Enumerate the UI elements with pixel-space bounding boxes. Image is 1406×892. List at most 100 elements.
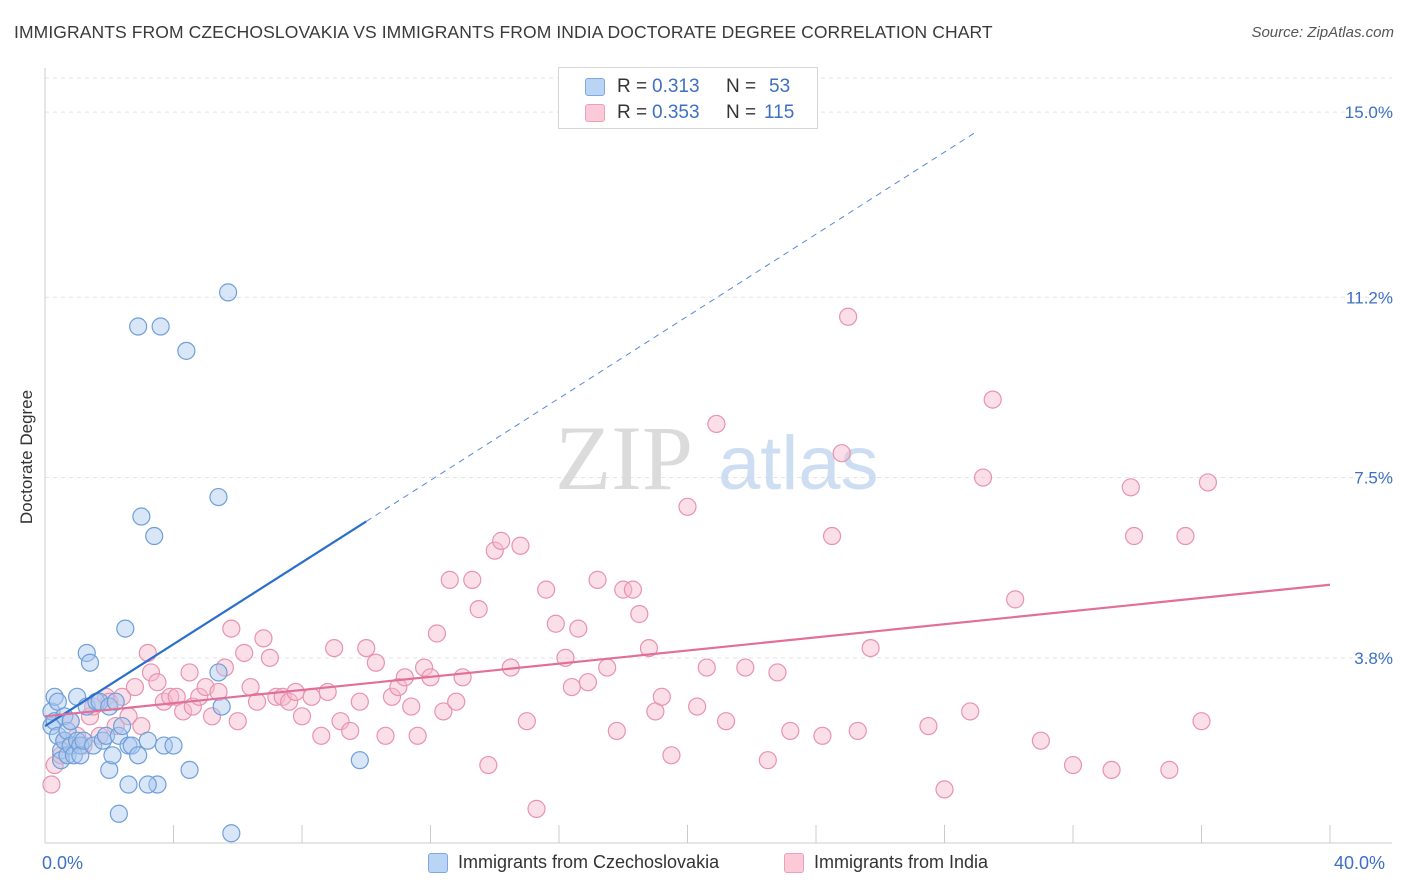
- bottom-legend-item-india: Immigrants from India: [784, 851, 1044, 877]
- x-tick-label-min: 0.0%: [42, 853, 84, 873]
- watermark-atlas: atlas: [718, 421, 879, 506]
- india-point: [366, 653, 385, 672]
- india-point: [209, 682, 228, 702]
- india-point: [350, 692, 369, 711]
- india-point: [382, 687, 402, 706]
- india-point: [562, 677, 581, 697]
- india-point: [813, 726, 832, 745]
- india-point: [781, 721, 800, 741]
- india-point: [312, 726, 331, 745]
- india-point: [578, 673, 598, 692]
- india-point: [517, 712, 536, 731]
- india-point: [427, 624, 447, 643]
- india-point: [861, 638, 880, 658]
- czech-point: [148, 775, 167, 794]
- correlation-legend: R = 0.313 N = 53 R = 0.353 N = 115: [558, 67, 818, 129]
- india-point: [983, 390, 1002, 409]
- india-point: [688, 697, 707, 716]
- czech-point: [80, 653, 100, 672]
- india-point: [280, 692, 299, 711]
- czech-point: [209, 663, 228, 682]
- bottom-legend-item-czech: Immigrants from Czechoslovakia: [428, 851, 768, 877]
- india-point: [228, 712, 247, 731]
- india-point: [1102, 760, 1121, 780]
- india-point: [1006, 590, 1025, 609]
- legend-r-key: R =: [617, 76, 648, 97]
- chart-source: Source: ZipAtlas.com: [1251, 24, 1394, 41]
- india-point: [389, 677, 408, 697]
- india-point: [325, 638, 344, 658]
- india-point: [1192, 712, 1211, 731]
- india-point: [402, 697, 421, 716]
- czech-point: [154, 736, 173, 755]
- india-point: [848, 721, 867, 741]
- legend-n-key: N =: [726, 76, 757, 97]
- india-point: [1031, 731, 1050, 750]
- india-point: [662, 746, 681, 765]
- czech-point: [58, 746, 77, 765]
- india-point: [434, 702, 453, 721]
- india-point: [511, 536, 530, 555]
- india-point: [222, 619, 241, 638]
- czech-point: [350, 751, 369, 770]
- czech-point: [71, 746, 90, 765]
- czech-point: [180, 760, 199, 780]
- india-point: [148, 673, 167, 692]
- legend-swatch-czech: [585, 78, 605, 96]
- legend-n-value: 115: [764, 102, 795, 123]
- axes: [44, 68, 1392, 844]
- czech-points: [42, 283, 369, 843]
- india-point: [546, 614, 565, 633]
- india-point: [630, 604, 649, 624]
- legend-row-india: R = 0.353 N = 115: [559, 100, 819, 128]
- czech-point: [129, 746, 148, 765]
- india-point: [1176, 526, 1195, 546]
- india-point: [106, 716, 125, 736]
- y-tick-labels: 3.8% 7.5% 11.2% 15.0%: [1345, 103, 1393, 668]
- india-point: [832, 444, 851, 463]
- india-point: [1160, 760, 1179, 780]
- india-point: [51, 746, 71, 765]
- india-point: [973, 468, 993, 487]
- india-point: [42, 775, 61, 794]
- india-point: [302, 687, 321, 706]
- legend-n-value: 53: [769, 76, 791, 97]
- india-point: [440, 570, 459, 589]
- czech-point: [138, 775, 157, 794]
- india-point: [395, 668, 414, 687]
- india-point: [607, 721, 626, 741]
- india-point: [235, 643, 254, 663]
- india-point: [768, 663, 787, 682]
- india-point: [447, 692, 466, 711]
- india-point: [292, 707, 312, 726]
- india-point: [485, 541, 504, 560]
- czech-point: [164, 736, 183, 755]
- czech-point: [209, 487, 228, 507]
- czech-point: [112, 716, 132, 736]
- india-point: [623, 580, 642, 599]
- bottom-legend-swatch-czech: [428, 853, 448, 873]
- czech-point: [145, 526, 164, 546]
- india-point: [357, 638, 376, 658]
- india-point: [141, 663, 161, 682]
- bottom-legend-swatch-india: [784, 853, 804, 873]
- india-point: [707, 414, 726, 434]
- czech-point: [109, 804, 128, 823]
- watermark: ZIP atlas: [555, 407, 879, 509]
- india-point: [202, 707, 222, 726]
- india-point: [138, 643, 157, 663]
- trend-lines: [44, 131, 1331, 727]
- czech-point: [71, 736, 90, 755]
- india-point: [414, 658, 434, 677]
- czech-point: [64, 746, 84, 765]
- x-tick-label-max: 40.0%: [1334, 853, 1386, 873]
- india-point: [247, 692, 267, 711]
- india-point: [569, 619, 588, 638]
- india-point: [678, 497, 697, 516]
- india-point: [469, 600, 488, 619]
- india-point: [463, 570, 482, 589]
- india-point: [341, 721, 360, 741]
- india-point: [254, 629, 273, 648]
- india-point: [1124, 526, 1144, 546]
